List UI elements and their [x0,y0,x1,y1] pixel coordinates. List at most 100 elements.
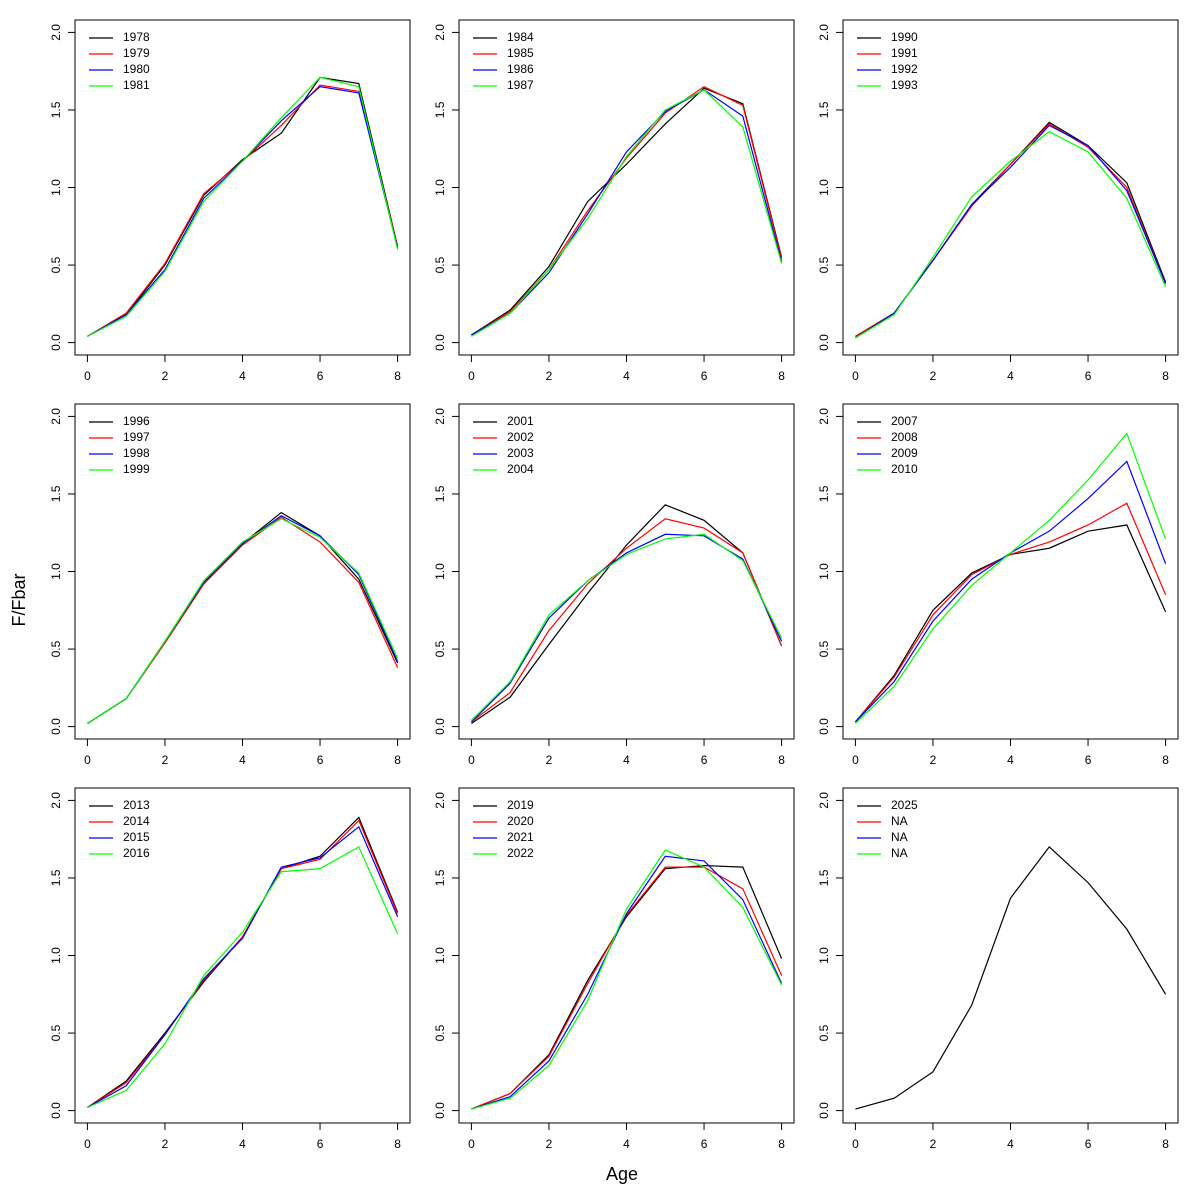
x-tick-label: 0 [84,753,91,767]
legend-label: 2001 [507,414,534,428]
y-tick-label: 0.0 [49,718,63,735]
x-tick-label: 4 [623,1137,630,1151]
legend-label: 1992 [891,62,918,76]
legend-label: 2008 [891,430,918,444]
legend-label: 2004 [507,462,534,476]
y-tick-label: 1.5 [817,101,831,118]
y-tick-label: 1.0 [49,563,63,580]
legend-label: NA [891,830,908,844]
x-tick-label: 0 [468,369,475,383]
series-line [470,533,783,721]
y-tick-label: 1.0 [817,947,831,964]
y-tick-label: 0.5 [49,256,63,273]
legend-label: 1996 [123,414,150,428]
x-tick-label: 4 [239,1137,246,1151]
y-tick-label: 2.0 [817,792,831,809]
y-axis-label: F/Fbar [9,573,29,626]
x-tick-label: 8 [394,1137,401,1151]
x-tick-label: 6 [1085,1137,1092,1151]
x-tick-label: 6 [317,369,324,383]
series-line [855,124,1167,339]
series-line [87,516,399,724]
series-line [471,85,783,336]
series-line [471,518,783,723]
y-tick-label: 0.5 [433,640,447,657]
series-line [471,504,783,724]
x-tick-label: 2 [162,753,169,767]
y-tick-label: 0.0 [817,718,831,735]
legend-label: 2015 [123,830,150,844]
x-tick-label: 8 [778,1137,785,1151]
x-tick-label: 2 [162,1137,169,1151]
x-tick-label: 2 [546,369,553,383]
y-tick-label: 0.0 [433,718,447,735]
series-line [87,825,399,1109]
series-line [855,130,1167,339]
series-line [471,87,783,336]
legend-label: NA [891,814,908,828]
legend-label: 1978 [123,30,150,44]
legend-label: 2021 [507,830,534,844]
y-tick-label: 0.0 [817,334,831,351]
series-line [87,518,399,724]
legend-label: 1998 [123,446,150,460]
y-tick-label: 0.5 [817,640,831,657]
legend-label: 1990 [891,30,918,44]
series-line [471,855,783,1110]
x-tick-label: 8 [1162,369,1169,383]
series-line [87,86,399,337]
y-tick-label: 0.5 [433,256,447,273]
legend-label: 2009 [891,446,918,460]
x-tick-label: 8 [1162,753,1169,767]
y-tick-label: 1.5 [433,869,447,886]
y-tick-label: 1.5 [49,869,63,886]
x-tick-label: 6 [701,1137,708,1151]
y-tick-label: 1.5 [49,101,63,118]
x-tick-label: 2 [546,1137,553,1151]
legend-label: 1999 [123,462,150,476]
x-tick-label: 6 [317,753,324,767]
legend-label: 1981 [123,78,150,92]
x-tick-label: 2 [930,753,937,767]
legend-label: 2019 [507,798,534,812]
legend-label: 2014 [123,814,150,828]
legend-label: 2007 [891,414,918,428]
x-tick-label: 2 [930,1137,937,1151]
y-tick-label: 0.0 [433,334,447,351]
y-tick-label: 2.0 [49,792,63,809]
x-tick-label: 2 [546,753,553,767]
legend-label: 1987 [507,78,534,92]
y-tick-label: 1.0 [433,947,447,964]
x-tick-label: 2 [162,369,169,383]
x-tick-label: 2 [930,369,937,383]
y-tick-label: 1.5 [433,485,447,502]
legend-label: 2020 [507,814,534,828]
x-tick-label: 6 [701,753,708,767]
x-tick-label: 6 [1085,753,1092,767]
series-line [471,89,783,336]
y-tick-label: 0.0 [817,1102,831,1119]
legend-label: 2013 [123,798,150,812]
series-line [854,502,1167,723]
legend-label: 2003 [507,446,534,460]
y-tick-label: 2.0 [49,408,63,425]
y-tick-label: 0.5 [817,1024,831,1041]
x-tick-label: 0 [852,1137,859,1151]
series-line [470,533,783,723]
x-tick-label: 8 [778,753,785,767]
legend-label: 1991 [891,46,918,60]
series-line [855,846,1167,1110]
x-tick-label: 4 [1007,753,1014,767]
y-tick-label: 2.0 [49,24,63,41]
legend-label: 1980 [123,62,150,76]
series-line [471,866,783,1110]
legend-label: 1985 [507,46,534,60]
x-tick-label: 6 [317,1137,324,1151]
x-tick-label: 4 [1007,1137,1014,1151]
y-tick-label: 1.5 [817,485,831,502]
x-tick-label: 4 [623,369,630,383]
x-tick-label: 8 [394,369,401,383]
y-tick-label: 1.5 [433,101,447,118]
series-line [87,76,399,337]
